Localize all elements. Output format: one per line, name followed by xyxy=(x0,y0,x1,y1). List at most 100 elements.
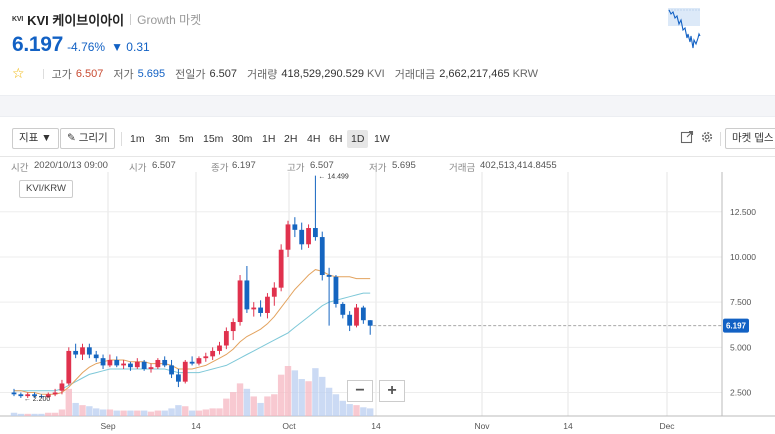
ohlc-low-value: 5.695 xyxy=(392,160,416,171)
volume-bar xyxy=(216,408,223,416)
min-price-annotation: ← 2.200 xyxy=(24,396,51,403)
high-label: 고가 xyxy=(51,68,72,81)
zoom-out-button[interactable]: − xyxy=(347,380,373,402)
popout-icon[interactable] xyxy=(680,130,696,146)
candle-body xyxy=(319,237,325,276)
candlestick-chart[interactable]: Sep 14 Oct 14 Nov 14 Dec 2.500 5.000 7.500 10.000 1… xyxy=(0,172,775,434)
candle-body xyxy=(326,275,332,277)
interval-3m[interactable]: 3m xyxy=(155,133,170,145)
interval-2h[interactable]: 2H xyxy=(284,133,298,145)
volume-bar xyxy=(312,368,319,416)
candle-body xyxy=(265,296,270,313)
interval-1h[interactable]: 1H xyxy=(262,133,276,145)
volume-bar xyxy=(17,413,25,416)
candle-body xyxy=(11,392,17,395)
candle-body xyxy=(162,359,168,366)
volume-label: 거래량 xyxy=(247,68,278,81)
candle-body xyxy=(121,363,126,366)
candle-body xyxy=(182,361,188,382)
volume-bar xyxy=(106,409,114,416)
ohlc-open-label: 시가 xyxy=(129,163,147,174)
volume-bar xyxy=(291,370,299,416)
interval-4h[interactable]: 4H xyxy=(307,133,321,145)
interval-15m[interactable]: 15m xyxy=(203,133,224,145)
interval-1d[interactable]: 1D xyxy=(347,130,369,148)
candle-body xyxy=(217,345,222,351)
volume-bar xyxy=(188,410,196,416)
ohlc-low-label: 저가 xyxy=(369,163,387,174)
volume-bar xyxy=(236,383,244,416)
zoom-in-button[interactable]: + xyxy=(379,380,405,402)
volume-bar xyxy=(202,409,209,416)
volume-bar xyxy=(182,406,189,416)
x-tick-label: 14 xyxy=(191,421,201,431)
ohlc-high-label: 고가 xyxy=(287,163,305,174)
volume-bar xyxy=(346,404,353,416)
candle-body xyxy=(340,303,346,315)
ohlc-time-value: 2020/10/13 09:00 xyxy=(34,160,108,171)
candle-body xyxy=(313,228,318,238)
candle-body xyxy=(86,347,92,355)
candle-body xyxy=(360,307,366,321)
volume-bar xyxy=(332,394,340,416)
volume-bar xyxy=(367,408,374,416)
candle-body xyxy=(39,396,44,398)
candle-body xyxy=(223,331,229,346)
volume-bar xyxy=(86,406,93,416)
x-tick-label: Nov xyxy=(474,421,490,431)
interval-30m[interactable]: 30m xyxy=(232,133,253,145)
interval-1m[interactable]: 1m xyxy=(130,133,145,145)
draw-button[interactable]: ✎ 그리기 xyxy=(60,128,115,149)
interval-5m[interactable]: 5m xyxy=(179,133,194,145)
candle-body xyxy=(176,374,181,382)
candle-body xyxy=(107,359,113,366)
volume-bar xyxy=(230,392,237,416)
candle-body xyxy=(196,358,202,364)
settings-gear-icon[interactable] xyxy=(700,130,716,146)
volume-bar xyxy=(65,388,72,416)
candle-body xyxy=(299,229,305,245)
market-depth-button[interactable]: 마켓 뎁스 xyxy=(725,128,775,149)
moving-average-fast-line xyxy=(14,269,371,395)
trade-amount-label: 거래대금 xyxy=(394,68,436,81)
low-value: 5.695 xyxy=(137,67,166,80)
candle-body xyxy=(134,361,140,368)
volume-value: 418,529,290.529 xyxy=(281,67,364,80)
candle-body xyxy=(210,350,216,357)
volume-bar xyxy=(79,405,86,416)
volume-bar xyxy=(325,387,333,416)
interval-6h[interactable]: 6H xyxy=(329,133,343,145)
x-tick-label: Sep xyxy=(100,421,115,431)
volume-bar xyxy=(223,398,230,416)
ohlc-volume-label: 거래금 xyxy=(449,163,476,174)
candle-body xyxy=(230,322,236,332)
indicator-button[interactable]: 지표 ▼ xyxy=(12,128,59,149)
candle-body xyxy=(347,314,353,326)
ohlc-volume-value: 402,513,414.8455 xyxy=(480,160,557,171)
candle-body xyxy=(114,359,120,366)
ohlc-high-value: 6.507 xyxy=(310,160,334,171)
volume-bar xyxy=(277,374,285,416)
sparkline-line xyxy=(668,9,701,49)
x-tick-label: Dec xyxy=(659,421,675,431)
volume-bar xyxy=(175,405,182,416)
candle-body xyxy=(66,350,72,384)
favorite-star-icon[interactable]: ☆ xyxy=(12,65,25,81)
trade-amount-value: 2,662,217,465 xyxy=(439,67,510,80)
candle-body xyxy=(148,367,154,370)
volume-bar xyxy=(305,381,312,416)
volume-bar xyxy=(319,376,326,416)
interval-1w[interactable]: 1W xyxy=(374,133,390,145)
toolbar-divider xyxy=(121,132,122,146)
candle-body xyxy=(141,361,147,370)
volume-bar xyxy=(45,412,52,416)
current-price-tag xyxy=(723,318,749,333)
volume-bar xyxy=(10,412,18,416)
volume-unit: KVI xyxy=(367,67,385,80)
volume-bar xyxy=(113,410,120,416)
section-divider-band xyxy=(0,95,775,117)
price-row: 6.197 -4.76% ▼ 0.31 xyxy=(12,33,150,57)
mini-sparkline-chart xyxy=(668,8,701,49)
candle-body xyxy=(237,280,243,323)
volume-bar xyxy=(243,388,251,416)
